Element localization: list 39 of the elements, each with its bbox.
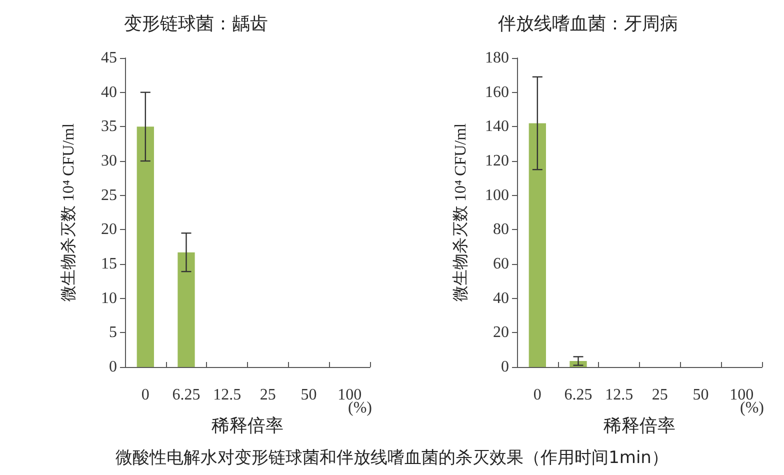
- x-tick-label: 0: [141, 386, 150, 404]
- y-tick-label: 40: [101, 84, 117, 101]
- y-tick-label: 5: [109, 324, 117, 342]
- y-tick-label: 20: [493, 324, 509, 342]
- chart-title: 伴放线嗜血菌：牙周病: [498, 14, 678, 34]
- x-tick-label: 6.25: [172, 386, 200, 404]
- y-axis-title: 微生物杀灭数 10⁴ CFU/ml: [60, 122, 78, 302]
- x-axis-title: 稀释倍率: [212, 416, 284, 436]
- y-tick-label: 45: [101, 50, 117, 66]
- y-tick-label: 0: [109, 358, 117, 376]
- chart-title: 变形链球菌：龋齿: [124, 14, 268, 34]
- y-tick-label: 180: [485, 50, 509, 66]
- x-tick-label: 25: [260, 386, 276, 404]
- y-tick-label: 40: [493, 290, 509, 307]
- x-tick-label: 25: [652, 386, 668, 404]
- y-tick-label: 160: [485, 84, 509, 101]
- y-tick-label: 20: [101, 221, 117, 238]
- x-tick-label: 6.25: [564, 386, 592, 404]
- text: 微酸性电解水对变形链球菌和伴放线嗜血菌的杀灭效果（作用时间1min）: [114, 447, 670, 469]
- text: (%): [740, 400, 764, 416]
- x-tick-label: 12.5: [213, 386, 242, 404]
- x-tick-label: 50: [300, 386, 317, 404]
- y-tick-label: 120: [485, 152, 509, 170]
- x-tick-label: 50: [692, 386, 709, 404]
- y-tick-label: 80: [493, 221, 509, 238]
- text: (%): [348, 400, 372, 416]
- x-axis-title: 稀释倍率: [604, 416, 676, 436]
- y-axis-title: 微生物杀灭数 10⁴ CFU/ml: [452, 122, 470, 302]
- y-tick-label: 35: [101, 118, 117, 136]
- y-tick-label: 100: [485, 186, 509, 204]
- y-tick-label: 30: [101, 152, 117, 170]
- y-tick-label: 10: [101, 290, 117, 307]
- y-tick-label: 0: [501, 358, 509, 376]
- x-tick-label: 12.5: [605, 386, 634, 404]
- y-tick-label: 140: [485, 118, 509, 136]
- y-tick-label: 15: [101, 256, 117, 272]
- y-tick-label: 60: [493, 256, 509, 272]
- x-tick-label: 0: [533, 386, 542, 404]
- y-tick-label: 25: [101, 186, 117, 204]
